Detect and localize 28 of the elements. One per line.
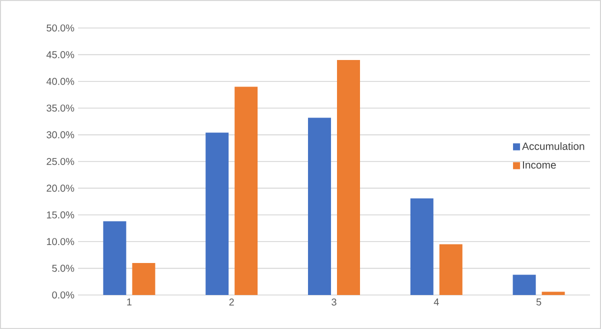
bar — [542, 292, 565, 295]
x-tick-label: 3 — [332, 298, 336, 306]
bar — [206, 132, 229, 295]
y-tick-label: 0.0% — [52, 291, 74, 299]
bar — [132, 262, 156, 295]
y-tick-label: 30.0% — [46, 131, 74, 138]
x-tick-label: 5 — [536, 298, 542, 306]
bar — [234, 86, 258, 295]
x-tick-label: 4 — [434, 298, 439, 306]
bar — [308, 118, 332, 295]
bar — [410, 198, 434, 295]
y-tick-label: 10.0% — [47, 238, 74, 246]
bar — [512, 274, 536, 295]
x-tick-label: 1 — [127, 298, 132, 306]
y-tick-label: 15.0% — [47, 211, 74, 218]
bar — [439, 244, 462, 295]
y-tick-label: 35.0% — [46, 104, 74, 112]
bar — [103, 221, 126, 295]
bar — [337, 60, 360, 295]
y-tick-label: 20.0% — [46, 184, 74, 192]
y-tick-label: 5.0% — [52, 264, 74, 272]
y-tick-label: 40.0% — [46, 78, 74, 85]
legend-label: Income — [522, 161, 556, 169]
legend-label: Accumulation — [522, 142, 584, 150]
y-tick-label: 45.0% — [46, 51, 74, 58]
y-tick-label: 25.0% — [46, 158, 74, 166]
y-tick-label: 50.0% — [46, 24, 74, 32]
x-tick-label: 2 — [229, 298, 234, 306]
